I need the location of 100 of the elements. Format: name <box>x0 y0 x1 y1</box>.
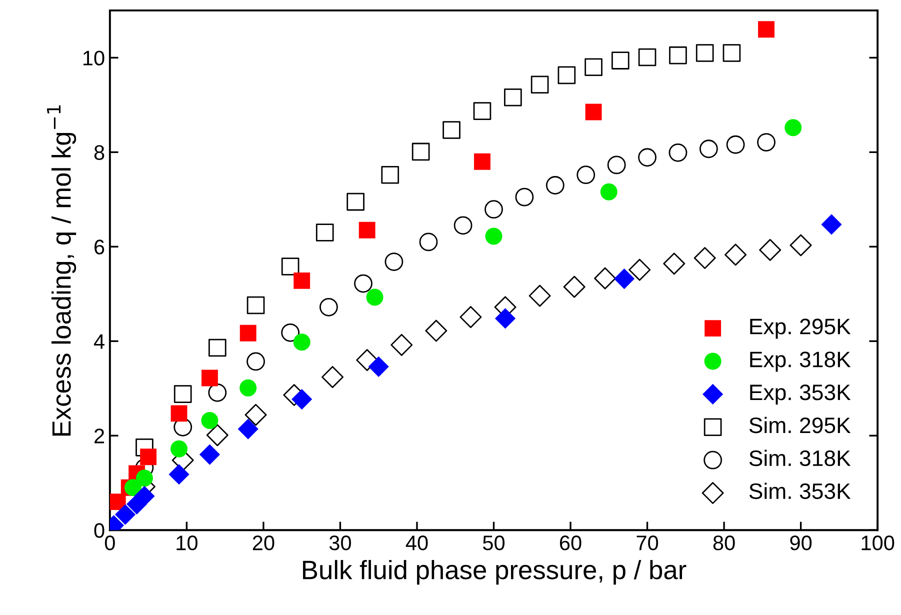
point <box>246 296 265 314</box>
point <box>494 308 516 329</box>
point <box>366 288 384 306</box>
point <box>412 142 430 161</box>
x-axis-title: Bulk fluid phase pressure, p / bar <box>303 560 686 585</box>
legend-label: Exp. 353K <box>750 384 851 405</box>
point <box>384 252 404 271</box>
point <box>558 66 576 84</box>
point <box>294 272 310 289</box>
point <box>425 320 448 342</box>
point <box>757 133 776 152</box>
y-tick-label: 6 <box>94 240 104 254</box>
y-tick-label: 4 <box>94 334 104 349</box>
point <box>504 88 522 106</box>
point <box>614 268 635 290</box>
point <box>594 267 616 290</box>
point <box>584 58 602 76</box>
point <box>199 444 220 465</box>
point <box>515 188 534 206</box>
y-axis-title: Excess loading, q / mol kg$^{−1}$ <box>47 105 76 436</box>
point <box>240 324 256 342</box>
point <box>600 183 618 200</box>
point <box>669 46 687 64</box>
x-tick-label: 0 <box>104 536 115 550</box>
point <box>281 323 300 342</box>
point <box>790 234 812 256</box>
point <box>208 338 226 357</box>
point <box>322 366 344 388</box>
y-tick-label: 2 <box>94 428 104 444</box>
x-tick-label: 100 <box>862 536 894 550</box>
point <box>576 166 596 184</box>
point <box>381 166 400 184</box>
x-tick-label: 70 <box>636 536 658 550</box>
point <box>528 284 551 307</box>
point <box>699 140 718 158</box>
point <box>244 404 267 426</box>
point <box>638 148 656 167</box>
point <box>293 334 310 351</box>
point <box>316 224 334 242</box>
point <box>585 104 602 120</box>
point <box>726 135 745 154</box>
point <box>358 222 376 238</box>
point <box>206 424 228 446</box>
point <box>460 306 482 328</box>
x-tick-label: 90 <box>790 536 812 550</box>
x-tick-label: 30 <box>329 536 351 550</box>
x-tick-label: 20 <box>252 536 274 550</box>
point <box>114 504 136 525</box>
point <box>530 76 549 94</box>
point <box>696 44 714 62</box>
point <box>454 216 472 235</box>
point <box>208 383 227 402</box>
point <box>474 153 490 170</box>
legend-label: Sim. 295K <box>749 416 851 434</box>
point <box>201 412 218 430</box>
y-tick-label: 10 <box>83 50 104 66</box>
x-tick-label: 10 <box>176 536 198 550</box>
point <box>668 143 688 162</box>
point <box>612 52 630 70</box>
point <box>694 247 716 270</box>
point <box>638 48 656 66</box>
point <box>368 356 389 377</box>
point <box>663 252 686 275</box>
point <box>170 440 188 458</box>
point <box>246 352 265 371</box>
point <box>485 228 502 245</box>
x-tick-label: 50 <box>482 536 505 550</box>
y-tick-label: 0 <box>94 523 104 538</box>
x-tick-label: 40 <box>406 536 428 550</box>
point <box>292 388 312 410</box>
point <box>546 176 564 194</box>
point <box>722 44 741 62</box>
point <box>759 238 782 261</box>
point <box>484 200 503 219</box>
point <box>168 464 190 485</box>
point <box>607 156 626 174</box>
point <box>346 192 364 211</box>
point <box>320 298 338 316</box>
point <box>240 379 257 396</box>
point <box>758 21 774 38</box>
y-tick-label: 8 <box>94 145 104 160</box>
point <box>390 334 413 356</box>
x-tick-label: 80 <box>713 536 735 550</box>
point <box>140 448 157 466</box>
x-tick-label: 60 <box>560 536 582 550</box>
point <box>281 258 300 276</box>
point <box>563 276 586 298</box>
legend-label: Sim. 318K <box>749 450 851 466</box>
point <box>724 244 747 266</box>
point <box>628 258 651 281</box>
legend-label: Exp. 318K <box>750 352 851 372</box>
point <box>784 119 802 136</box>
point <box>134 486 155 506</box>
point <box>124 479 142 496</box>
point <box>202 370 218 386</box>
point <box>419 232 438 252</box>
point <box>821 214 842 235</box>
point <box>238 418 258 440</box>
point <box>473 102 492 120</box>
point <box>174 385 192 403</box>
